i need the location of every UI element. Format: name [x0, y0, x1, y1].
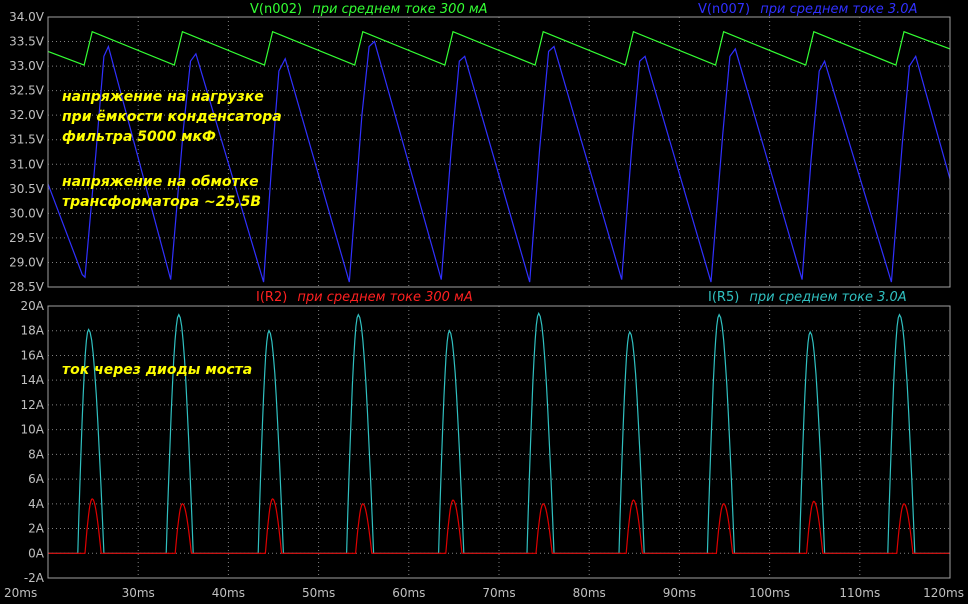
bottom-legend-cyan[interactable]: I(R5) при среднем токе 3.0А [708, 290, 907, 305]
y-tick-label: 28.5V [9, 280, 45, 294]
series-line-ir2 [48, 498, 950, 554]
y-tick-label: 2A [28, 522, 45, 536]
y-tick-label: 16A [21, 348, 45, 362]
series-line-vn002 [47, 30, 951, 66]
top-legend-green[interactable]: V(n002) при среднем токе 300 мА [250, 2, 488, 17]
x-tick-label: 90ms [663, 586, 696, 600]
y-tick-label: 30.0V [9, 206, 45, 220]
x-tick-label: 100ms [749, 586, 790, 600]
y-tick-label: 29.0V [9, 255, 45, 269]
top-pane-series [47, 30, 951, 283]
note-winding-voltage-line2: трансформатора ~25,5В [62, 194, 261, 210]
note-load-voltage-line2: при ёмкости конденсатора [62, 109, 282, 125]
series-line-vn007 [47, 40, 951, 283]
y-tick-label: 31.0V [9, 157, 45, 171]
x-axis-ticks: 20ms 30ms 40ms 50ms 60ms 70ms 80ms 90ms 100ms 110… [4, 586, 964, 600]
bottom-pane-y-ticks: 20A 18A 16A 14A 12A 10A 8A 6A 4A 2A 0A -2A [21, 299, 45, 585]
y-tick-label: 31.5V [9, 133, 45, 147]
legend-series-name-vn002: V(n002) [250, 2, 302, 17]
x-tick-label: 80ms [573, 586, 606, 600]
x-tick-label: 40ms [212, 586, 245, 600]
y-tick-label: 33.0V [9, 59, 45, 73]
note-load-voltage-line1: напряжение на нагрузке [62, 89, 264, 105]
legend-series-text-vn007: при среднем токе 3.0А [760, 2, 917, 17]
top-pane-y-ticks: 34.0V 33.5V 33.0V 32.5V 32.0V 31.5V 31.0V 30.5V… [9, 10, 45, 294]
x-tick-label: 60ms [392, 586, 425, 600]
top-pane-frame [47, 16, 951, 288]
y-tick-label: 18A [21, 324, 45, 338]
y-tick-label: 20A [21, 299, 45, 313]
note-winding-voltage-line1: напряжение на обмотке [62, 174, 259, 190]
x-tick-label: 70ms [482, 586, 515, 600]
y-tick-label: 12A [21, 398, 45, 412]
bottom-pane-grid [48, 306, 950, 578]
x-tick-label: 120ms [923, 586, 964, 600]
y-tick-label: 6A [28, 472, 45, 486]
x-tick-label: 110ms [839, 586, 880, 600]
x-tick-label: 50ms [302, 586, 335, 600]
y-tick-label: -2A [24, 571, 45, 585]
x-tick-label: 20ms [4, 586, 37, 600]
top-legend-blue[interactable]: V(n007) при среднем токе 3.0А [698, 2, 917, 17]
y-tick-label: 32.5V [9, 84, 45, 98]
bottom-pane-series [48, 311, 950, 554]
y-tick-label: 29.5V [9, 231, 45, 245]
y-tick-label: 33.5V [9, 35, 45, 49]
x-tick-label: 30ms [122, 586, 155, 600]
y-tick-label: 0A [28, 546, 45, 560]
y-tick-label: 34.0V [9, 10, 45, 24]
y-tick-label: 4A [28, 497, 45, 511]
note-load-voltage-line3: фильтра 5000 мкФ [62, 129, 216, 145]
legend-series-name-vn007: V(n007) [698, 2, 750, 17]
top-pane-grid [48, 17, 950, 287]
legend-series-text-ir5: при среднем токе 3.0А [749, 290, 906, 305]
bottom-legend-red[interactable]: I(R2) при среднем токе 300 мА [256, 290, 473, 305]
legend-series-name-ir5: I(R5) [708, 290, 739, 305]
legend-series-name-ir2: I(R2) [256, 290, 287, 305]
note-diode-current: ток через диоды моста [62, 362, 252, 378]
y-tick-label: 8A [28, 447, 45, 461]
legend-series-text-vn002: при среднем токе 300 мА [312, 2, 487, 17]
bottom-pane-frame [47, 305, 951, 579]
y-tick-label: 10A [21, 423, 45, 437]
y-tick-label: 30.5V [9, 182, 45, 196]
legend-series-text-ir2: при среднем токе 300 мА [297, 290, 472, 305]
y-tick-label: 32.0V [9, 108, 45, 122]
y-tick-label: 14A [21, 373, 45, 387]
